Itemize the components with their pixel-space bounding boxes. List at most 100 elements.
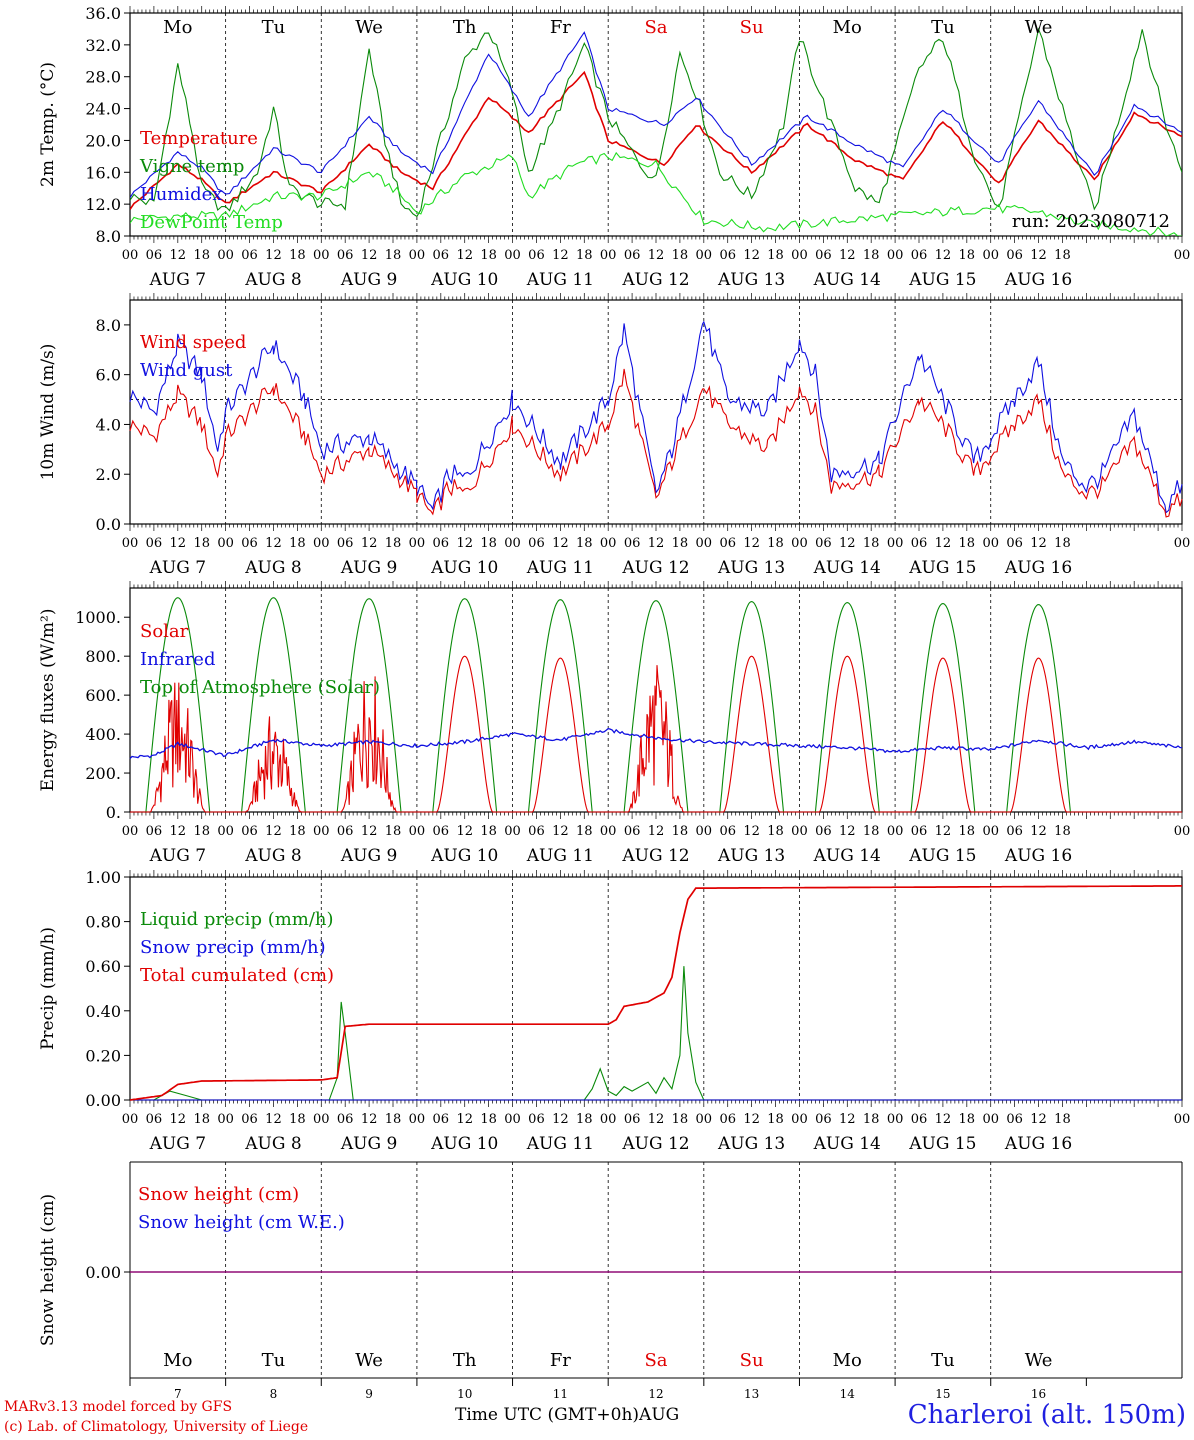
energy-hour-tick-label: 12: [1030, 824, 1047, 839]
precip-hour-tick-label: 00: [887, 1112, 904, 1127]
snow-y-tick-label: 0.00: [85, 1263, 121, 1282]
energy-legend-entry: Solar: [140, 621, 189, 642]
temperature-hour-tick-label: 18: [480, 248, 497, 263]
temperature-line-dewpoint-temp: [130, 151, 1182, 236]
precip-hour-tick-label: 18: [672, 1112, 689, 1127]
snow-weekday-label: We: [1025, 1350, 1053, 1371]
snow-weekday-label: Fr: [550, 1350, 571, 1371]
temperature-hour-tick-label: 06: [911, 248, 928, 263]
temperature-series-group: [130, 27, 1182, 236]
temperature-y-tick-label: 8.0: [96, 227, 121, 246]
energy-hour-tick-label: 06: [911, 824, 928, 839]
energy-hour-tick-label: 12: [648, 824, 665, 839]
temperature-hour-tick-label: 18: [959, 248, 976, 263]
energy-hour-tick-label: 18: [959, 824, 976, 839]
precip-hour-tick-label: 06: [146, 1112, 163, 1127]
energy-hour-tick-label: 18: [289, 824, 306, 839]
precip-day-label: AUG 15: [908, 1134, 976, 1154]
energy-day-label: AUG 7: [149, 846, 206, 866]
wind-hour-tick-label: 18: [767, 536, 784, 551]
wind-hour-tick-label: 00: [122, 536, 139, 551]
energy-hour-tick-label: 06: [528, 824, 545, 839]
energy-y-axis-label: Energy fluxes (W/m²): [38, 609, 58, 792]
wind-hour-tick-label: 18: [959, 536, 976, 551]
temperature-hour-tick-label: 06: [146, 248, 163, 263]
temperature-hour-tick-label: 12: [648, 248, 665, 263]
precip-hour-tick-label: 06: [719, 1112, 736, 1127]
snow-weekday-label: Mo: [163, 1350, 192, 1371]
energy-day-label: AUG 14: [813, 846, 881, 866]
energy-hour-tick-label: 00: [982, 824, 999, 839]
precip-hour-tick-label: 18: [193, 1112, 210, 1127]
wind-hour-tick-label: 18: [576, 536, 593, 551]
temperature-hour-tick-label: 18: [672, 248, 689, 263]
wind-hour-tick-label: 18: [1054, 536, 1071, 551]
snow-weekday-label: We: [355, 1350, 383, 1371]
temperature-y-tick-label: 32.0: [85, 36, 121, 55]
energy-hour-tick-label: 00: [887, 824, 904, 839]
temperature-plot-frame: [129, 12, 1183, 237]
energy-hour-tick-label: 06: [337, 824, 354, 839]
energy-hour-tick-label: 18: [385, 824, 402, 839]
wind-day-label: AUG 9: [340, 558, 397, 578]
precip-hour-tick-label: 00: [791, 1112, 808, 1127]
precip-hour-tick-label: 18: [480, 1112, 497, 1127]
wind-hour-tick-label: 06: [337, 536, 354, 551]
temperature-hour-tick-label: 12: [552, 248, 569, 263]
precip-day-label: AUG 11: [526, 1134, 594, 1154]
snow-weekday-label: Sa: [644, 1350, 667, 1371]
temperature-y-tick-label: 28.0: [85, 68, 121, 87]
temperature-hour-tick-label: 12: [361, 248, 378, 263]
wind-hour-tick-label: 00: [1174, 536, 1191, 551]
precip-hour-tick-label: 06: [1006, 1112, 1023, 1127]
wind-hour-tick-label: 00: [887, 536, 904, 551]
run-annotation: run: 2023080712: [1012, 211, 1170, 232]
temperature-day-label: AUG 15: [908, 270, 976, 290]
wind-hour-tick-label: 06: [241, 536, 258, 551]
temperature-hour-tick-label: 00: [217, 248, 234, 263]
temperature-hour-tick-label: 12: [935, 248, 952, 263]
energy-hour-tick-label: 06: [146, 824, 163, 839]
model-credit: MARv3.13 model forced by GFS: [4, 1399, 233, 1415]
precip-hour-tick-label: 12: [552, 1112, 569, 1127]
precip-hour-tick-label: 00: [696, 1112, 713, 1127]
energy-hour-tick-label: 00: [696, 824, 713, 839]
temperature-hour-tick-label: 00: [313, 248, 330, 263]
energy-hour-tick-label: 18: [672, 824, 689, 839]
precip-y-tick-label: 1.00: [85, 868, 121, 887]
wind-hour-tick-label: 18: [289, 536, 306, 551]
precip-hour-tick-label: 00: [409, 1112, 426, 1127]
wind-hour-tick-label: 06: [146, 536, 163, 551]
wind-hour-tick-label: 06: [815, 536, 832, 551]
snow-day-number: 14: [840, 1387, 856, 1401]
precip-y-tick-label: 0.80: [85, 913, 121, 932]
wind-day-label: AUG 12: [621, 558, 689, 578]
temperature-hour-tick-label: 18: [289, 248, 306, 263]
wind-hour-tick-label: 12: [361, 536, 378, 551]
wind-legend-entry: Wind gust: [140, 360, 233, 381]
precip-day-label: AUG 10: [430, 1134, 498, 1154]
precip-y-tick-label: 0.40: [85, 1002, 121, 1021]
precip-day-label: AUG 8: [244, 1134, 301, 1154]
energy-hour-tick-label: 06: [719, 824, 736, 839]
temperature-day-label: AUG 12: [621, 270, 689, 290]
wind-day-label: AUG 15: [908, 558, 976, 578]
wind-hour-tick-label: 00: [217, 536, 234, 551]
precip-hour-tick-label: 00: [1174, 1112, 1191, 1127]
temperature-weekday-label: Tu: [931, 17, 955, 38]
wind-hour-tick-label: 12: [552, 536, 569, 551]
snow-weekday-label: Mo: [833, 1350, 862, 1371]
energy-hour-tick-label: 18: [863, 824, 880, 839]
precip-hour-tick-label: 18: [1054, 1112, 1071, 1127]
precip-hour-tick-label: 00: [504, 1112, 521, 1127]
wind-day-label: AUG 8: [244, 558, 301, 578]
snow-legend-entry: Snow height (cm): [138, 1184, 299, 1205]
temperature-hour-tick-label: 12: [456, 248, 473, 263]
precip-day-label: AUG 7: [149, 1134, 206, 1154]
snow-day-number: 8: [270, 1387, 278, 1401]
energy-day-label: AUG 9: [340, 846, 397, 866]
temperature-hour-tick-label: 06: [337, 248, 354, 263]
wind-y-tick-label: 0.0: [96, 515, 121, 534]
precip-hour-tick-label: 06: [528, 1112, 545, 1127]
temperature-weekday-label: We: [1025, 17, 1053, 38]
